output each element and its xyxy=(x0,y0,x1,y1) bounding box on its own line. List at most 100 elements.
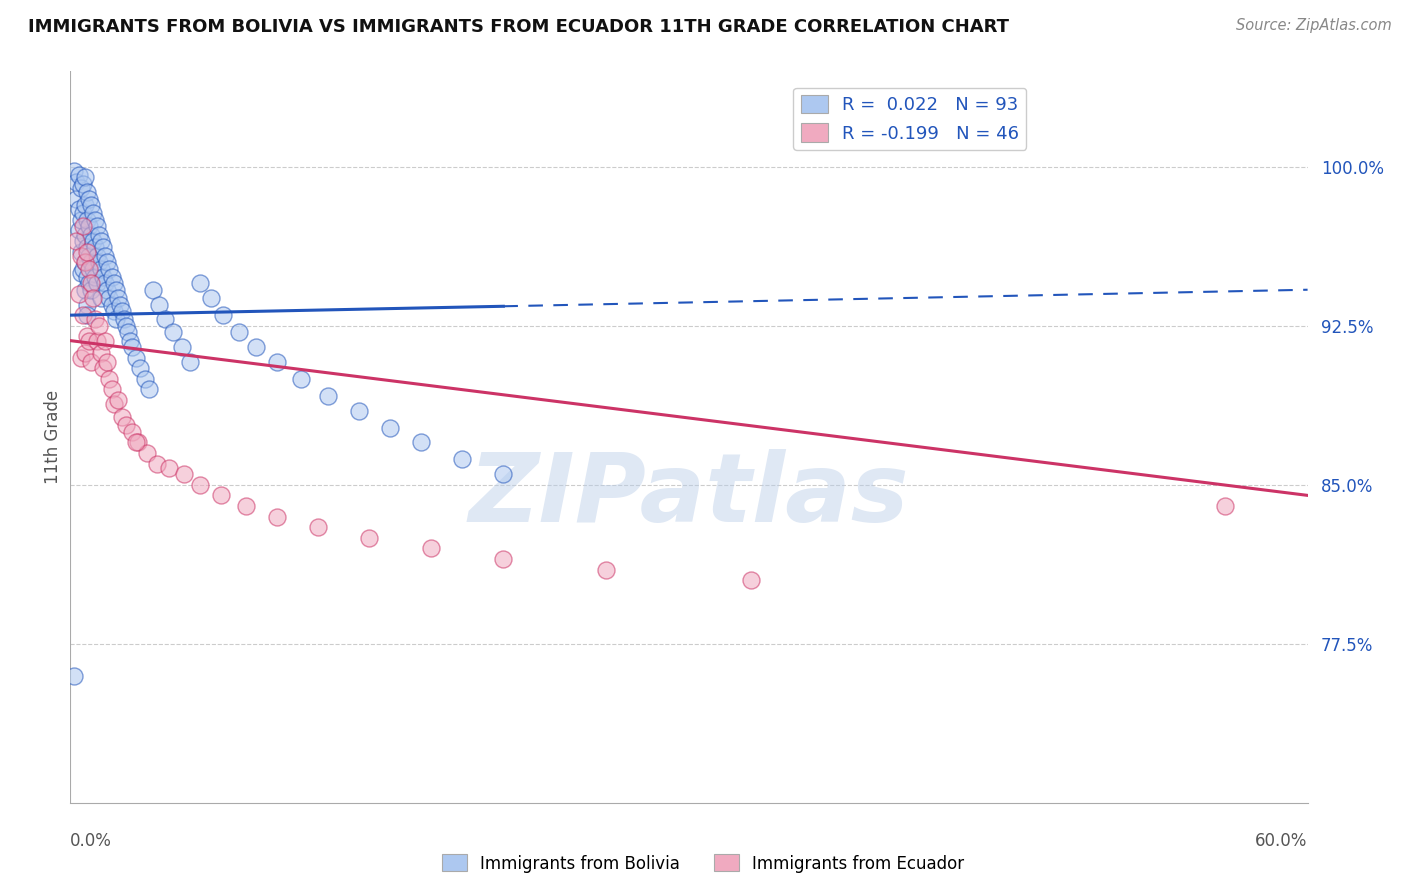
Point xyxy=(73,283,96,297)
Point xyxy=(77,334,100,348)
Point xyxy=(103,397,125,411)
Point xyxy=(127,435,149,450)
Point xyxy=(228,325,250,339)
Point xyxy=(188,277,211,291)
Point xyxy=(409,435,432,450)
Point xyxy=(103,304,125,318)
Point xyxy=(80,355,103,369)
Point xyxy=(63,668,86,682)
Point xyxy=(307,520,329,534)
Point xyxy=(80,198,103,212)
Point xyxy=(72,308,94,322)
Point xyxy=(72,234,94,248)
Point xyxy=(86,219,108,234)
Point xyxy=(120,334,142,348)
Point xyxy=(316,389,339,403)
Point xyxy=(100,270,122,285)
Point xyxy=(73,198,96,212)
Point xyxy=(94,277,117,291)
Point xyxy=(451,452,474,467)
Point xyxy=(170,340,193,354)
Point xyxy=(76,185,98,199)
Point xyxy=(115,318,138,333)
Point xyxy=(420,541,443,556)
Point xyxy=(157,460,180,475)
Point xyxy=(84,240,107,254)
Point xyxy=(86,249,108,263)
Point xyxy=(235,499,257,513)
Point xyxy=(65,234,87,248)
Point xyxy=(290,372,312,386)
Point xyxy=(138,383,160,397)
Point xyxy=(77,277,100,291)
Point xyxy=(111,304,134,318)
Point xyxy=(76,244,98,259)
Point xyxy=(84,212,107,227)
Point xyxy=(86,277,108,291)
Point xyxy=(91,270,114,285)
Point xyxy=(76,212,98,227)
Point xyxy=(76,308,98,322)
Point xyxy=(69,181,91,195)
Point xyxy=(84,312,107,326)
Point xyxy=(91,240,114,254)
Point xyxy=(69,266,91,280)
Point xyxy=(129,361,152,376)
Point xyxy=(125,351,148,365)
Point xyxy=(134,372,156,386)
Text: 0.0%: 0.0% xyxy=(70,832,112,850)
Text: ZIPatlas: ZIPatlas xyxy=(468,449,910,542)
Point xyxy=(73,255,96,269)
Point xyxy=(121,425,143,439)
Point xyxy=(153,312,176,326)
Point xyxy=(245,340,267,354)
Point xyxy=(98,291,121,305)
Point xyxy=(492,467,515,482)
Point xyxy=(266,355,288,369)
Point xyxy=(73,170,96,185)
Point xyxy=(162,325,184,339)
Text: Source: ZipAtlas.com: Source: ZipAtlas.com xyxy=(1236,18,1392,33)
Point xyxy=(72,219,94,234)
Point xyxy=(82,291,104,305)
Point xyxy=(595,563,617,577)
Point xyxy=(142,283,165,297)
Point xyxy=(96,355,118,369)
Point xyxy=(80,255,103,269)
Point xyxy=(1213,499,1236,513)
Point xyxy=(67,168,90,182)
Point xyxy=(104,312,127,326)
Point xyxy=(378,420,401,434)
Point xyxy=(76,329,98,343)
Point xyxy=(91,361,114,376)
Point xyxy=(96,255,118,269)
Point xyxy=(86,334,108,348)
Point xyxy=(72,177,94,191)
Point xyxy=(63,164,86,178)
Point xyxy=(209,488,232,502)
Point xyxy=(77,219,100,234)
Point xyxy=(76,240,98,254)
Legend: Immigrants from Bolivia, Immigrants from Ecuador: Immigrants from Bolivia, Immigrants from… xyxy=(436,847,970,880)
Point xyxy=(69,244,91,259)
Point xyxy=(90,346,112,360)
Point xyxy=(492,552,515,566)
Point xyxy=(90,234,112,248)
Point xyxy=(111,409,134,424)
Point xyxy=(90,261,112,276)
Point xyxy=(266,509,288,524)
Point xyxy=(90,291,112,305)
Point xyxy=(69,212,91,227)
Point xyxy=(65,175,87,189)
Point xyxy=(359,531,381,545)
Point xyxy=(188,477,211,491)
Point xyxy=(173,467,195,482)
Point xyxy=(740,573,762,587)
Point xyxy=(67,202,90,216)
Point xyxy=(67,287,90,301)
Point xyxy=(69,249,91,263)
Y-axis label: 11th Grade: 11th Grade xyxy=(44,390,62,484)
Point xyxy=(72,206,94,220)
Point xyxy=(89,227,111,242)
Point xyxy=(73,227,96,242)
